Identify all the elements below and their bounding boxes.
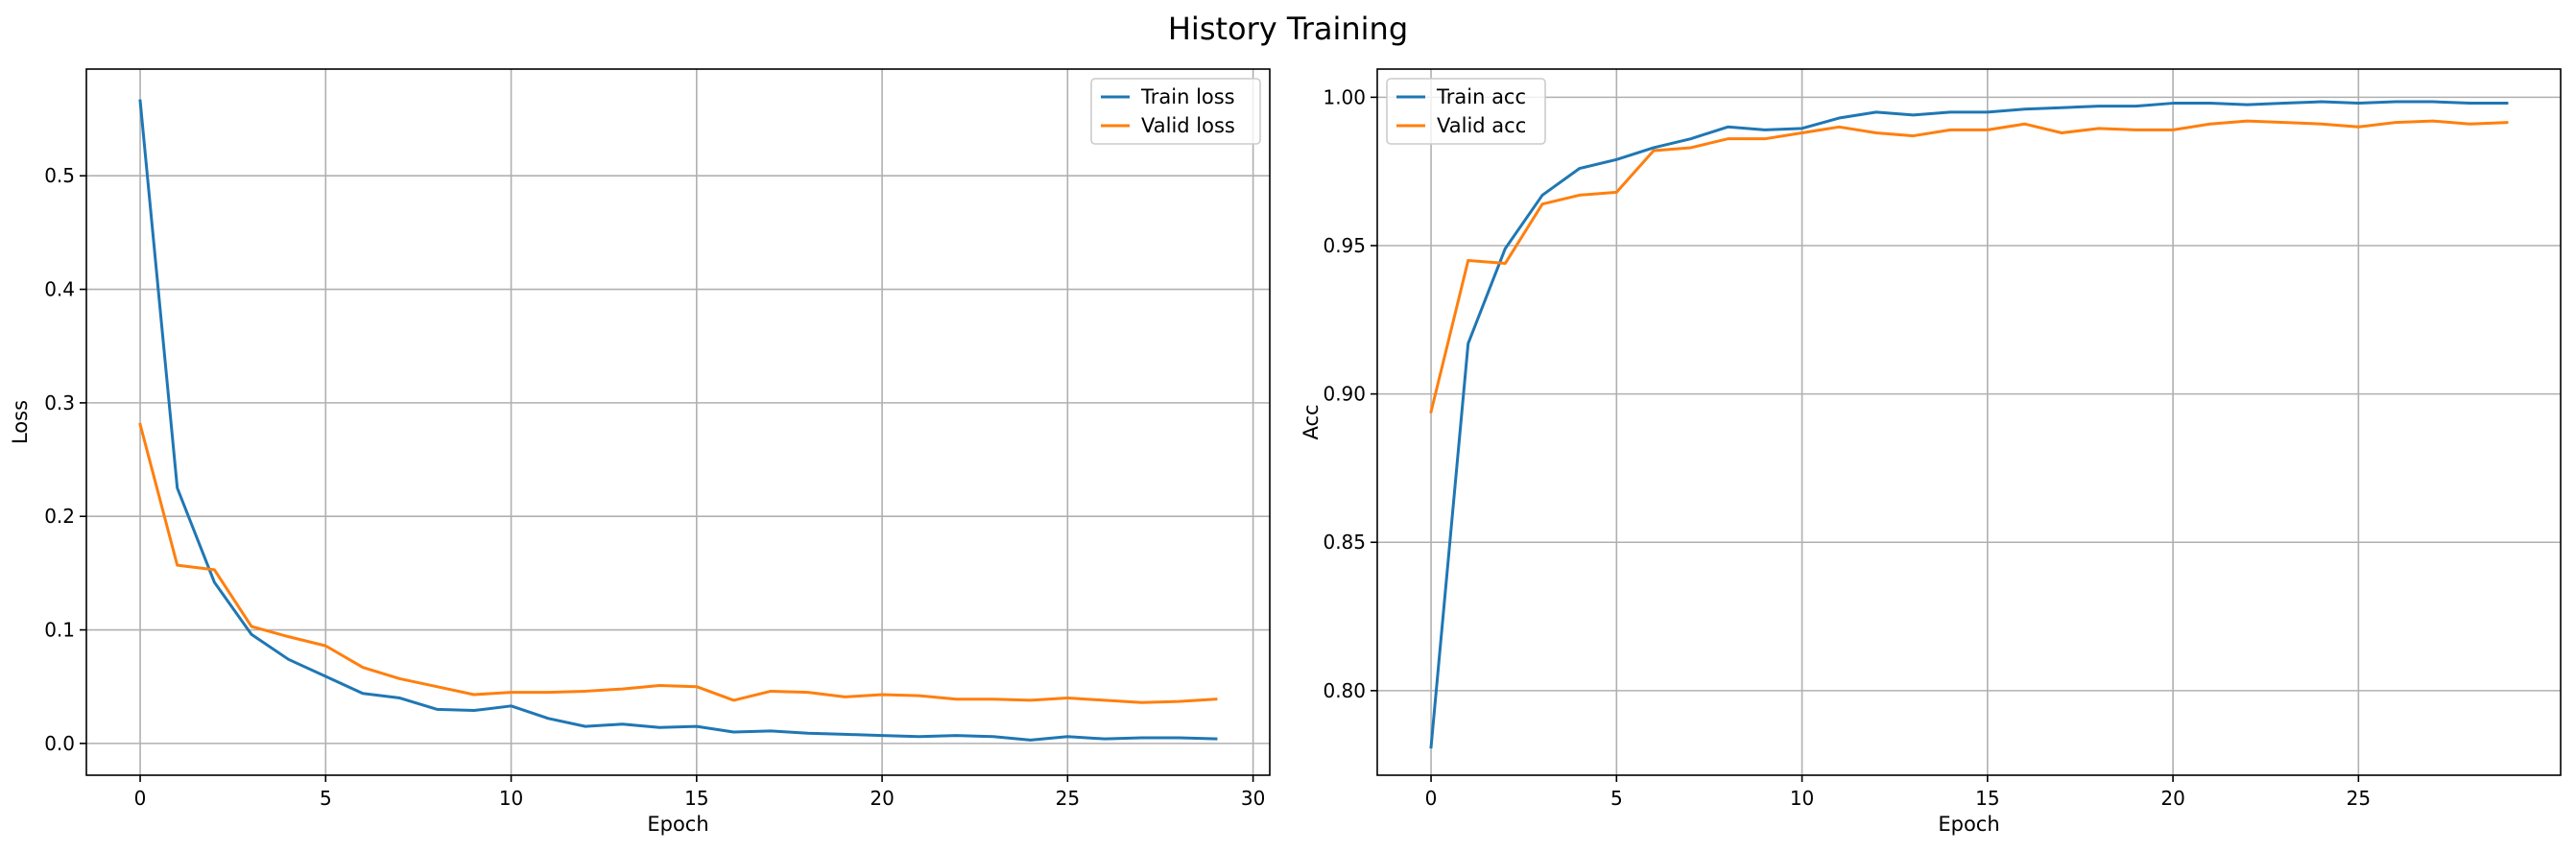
y-tick-label: 0.90 [1323, 383, 1366, 406]
plot-frame [1376, 68, 2562, 776]
x-tick-label: 20 [2160, 787, 2184, 810]
y-tick-label: 0.80 [1323, 679, 1366, 702]
legend-label: Train acc [1436, 85, 1526, 108]
x-tick-label: 0 [1425, 787, 1438, 810]
y-tick-label: 0.0 [44, 732, 75, 755]
series-line-train-acc [1429, 100, 2509, 749]
legend-box [1386, 78, 1546, 145]
series-line-valid-loss [138, 422, 1218, 704]
x-tick-label: 25 [1056, 787, 1080, 810]
accuracy-chart: 0 5 10 15 20 25 0.80 0.85 0.90 0.95 1.00 Epoch Acc Tr… [1300, 68, 2562, 836]
y-axis-label: Loss [9, 400, 32, 444]
x-tick-label: 15 [684, 787, 708, 810]
y-tick-label: 0.4 [44, 278, 75, 301]
series-line-train-loss [138, 99, 1218, 742]
x-tick-label: 5 [1610, 787, 1623, 810]
x-tick-label: 0 [134, 787, 147, 810]
y-tick-label: 1.00 [1323, 85, 1366, 108]
figure-title: History Training [1168, 11, 1408, 47]
legend: Train loss Valid loss [1090, 78, 1261, 145]
y-tick-label: 0.1 [44, 619, 75, 642]
y-axis-label: Acc [1300, 404, 1323, 439]
legend-label: Train loss [1140, 85, 1235, 108]
y-tick-label: 0.5 [44, 164, 75, 187]
legend-label: Valid acc [1437, 114, 1526, 137]
legend-box [1090, 78, 1261, 145]
x-tick-label: 20 [870, 787, 894, 810]
x-tick-label: 30 [1241, 787, 1265, 810]
x-tick-label: 25 [2347, 787, 2371, 810]
legend-label: Valid loss [1141, 114, 1235, 137]
loss-chart: 0 5 10 15 20 25 30 0.0 0.1 0.2 0.3 0.4 0.5 Epoch Loss T… [9, 68, 1271, 836]
y-tick-label: 0.85 [1323, 531, 1366, 554]
plot-frame [85, 68, 1271, 776]
x-axis-label: Epoch [647, 813, 708, 836]
y-tick-label: 0.95 [1323, 234, 1366, 257]
legend: Train acc Valid acc [1386, 78, 1546, 145]
x-tick-label: 5 [320, 787, 332, 810]
y-tick-label: 0.2 [44, 505, 75, 528]
y-tick-label: 0.3 [44, 391, 75, 414]
x-tick-label: 15 [1975, 787, 1999, 810]
x-tick-label: 10 [499, 787, 523, 810]
x-axis-label: Epoch [1938, 813, 1999, 836]
series-line-valid-acc [1429, 119, 2509, 414]
x-tick-label: 10 [1790, 787, 1814, 810]
